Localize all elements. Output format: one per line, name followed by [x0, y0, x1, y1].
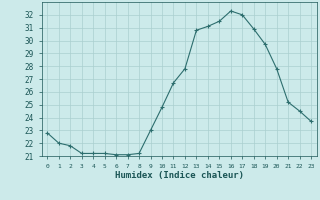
X-axis label: Humidex (Indice chaleur): Humidex (Indice chaleur)	[115, 171, 244, 180]
